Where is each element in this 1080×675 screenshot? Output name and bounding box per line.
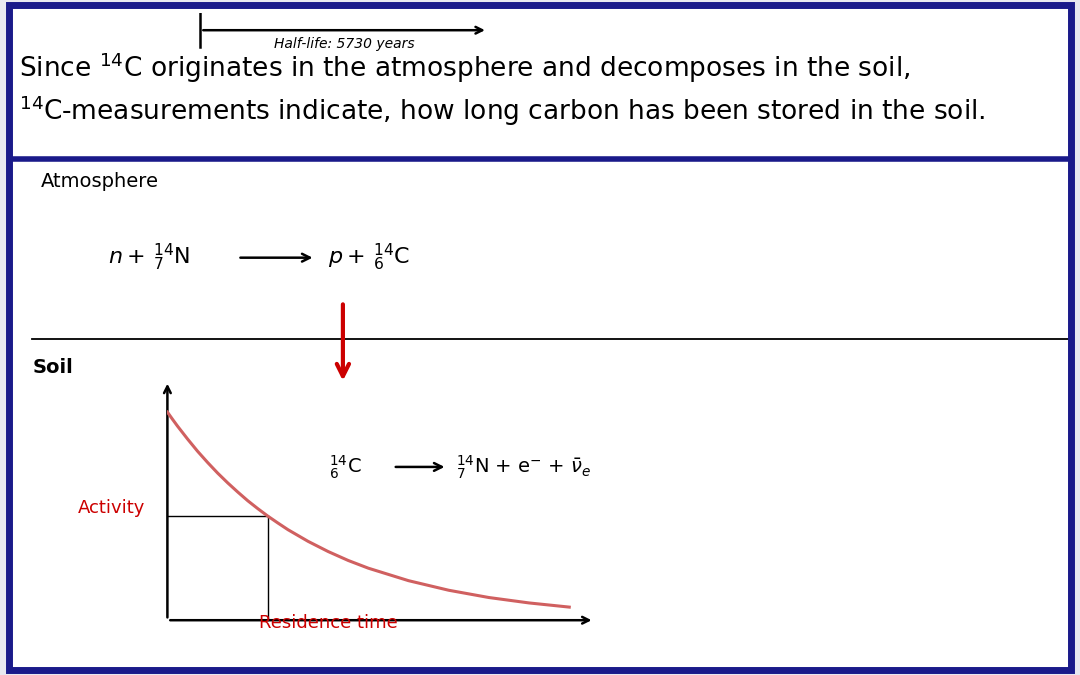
Text: Activity: Activity bbox=[78, 500, 145, 517]
Text: Residence time: Residence time bbox=[259, 614, 397, 632]
Text: $p + \,^{14}_{6}$C: $p + \,^{14}_{6}$C bbox=[328, 242, 410, 273]
Text: $^{14}$C-measurements indicate, how long carbon has been stored in the soil.: $^{14}$C-measurements indicate, how long… bbox=[19, 93, 986, 128]
Text: Since $^{14}$C originates in the atmosphere and decomposes in the soil,: Since $^{14}$C originates in the atmosph… bbox=[19, 51, 910, 85]
Text: Half-life: 5730 years: Half-life: 5730 years bbox=[273, 36, 415, 51]
Text: Soil: Soil bbox=[32, 358, 73, 377]
Text: $^{14}_{7}$N + e$^{-}$ + $\bar{\nu}_e$: $^{14}_{7}$N + e$^{-}$ + $\bar{\nu}_e$ bbox=[457, 453, 592, 481]
Text: Atmosphere: Atmosphere bbox=[41, 172, 159, 191]
Text: $^{14}_{6}$C: $^{14}_{6}$C bbox=[329, 453, 362, 481]
Text: $n + \,^{14}_{7}$N: $n + \,^{14}_{7}$N bbox=[108, 242, 190, 273]
